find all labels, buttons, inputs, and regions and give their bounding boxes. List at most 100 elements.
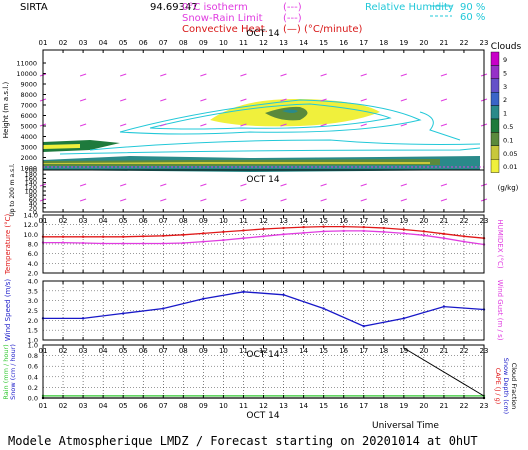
wind-barb (240, 183, 247, 187)
data-point (362, 229, 365, 233)
data-point (222, 230, 225, 234)
data-point (302, 225, 305, 229)
wind-barb (200, 183, 207, 187)
data-point (282, 233, 285, 236)
humidex-y-label: HUMIDEX (°C) (496, 219, 504, 268)
y-tick-label-rain: 0.4 (28, 373, 38, 381)
hour-tick-label-rain: 08 (179, 347, 188, 355)
legend-left-label: 0°C isotherm (182, 2, 248, 13)
hour-tick-label-temp: 15 (319, 217, 328, 225)
hour-tick-label-rain: 12 (259, 347, 268, 355)
wind-barb (400, 198, 407, 202)
humidity-contour (89, 139, 481, 151)
wind-y-label: Wind Speed (m/s) (4, 279, 12, 342)
cloud-fraction-line (403, 347, 485, 397)
wind-barb (320, 123, 327, 127)
hour-tick-label-bottom: 12 (259, 402, 268, 410)
data-point (222, 238, 225, 242)
cloud-area (43, 140, 120, 152)
hour-tick-label-top: 09 (199, 39, 208, 47)
hour-tick-label-bottom: 20 (419, 402, 428, 410)
colorbar-swatch (490, 78, 500, 93)
wind-barb (360, 198, 367, 202)
hour-tick-label-temp: 10 (219, 217, 228, 225)
data-point (462, 240, 466, 243)
hour-tick-label-rain: 09 (199, 347, 208, 355)
date-label-rain: OCT 14 (246, 350, 279, 360)
hour-tick-label-temp: 09 (199, 217, 208, 225)
wind-barb (120, 73, 127, 77)
hour-tick-label-bottom: 22 (459, 402, 468, 410)
wind-barb (360, 123, 367, 127)
cloud-area (282, 109, 298, 113)
hour-tick-label-bottom: 18 (379, 402, 388, 410)
hour-tick-label-top: 12 (259, 39, 268, 47)
cloud-y-tick: 60 (29, 196, 37, 204)
gust-y-label: Wind Gust (m / s) (496, 279, 504, 340)
legend-left-label: Snow-Rain Limit (182, 13, 263, 24)
cloud-fraction-y-label: Cloud Fraction (510, 363, 518, 410)
colorbar-swatch (490, 105, 500, 120)
hour-tick-label-rain: 03 (79, 347, 88, 355)
data-point (121, 312, 125, 315)
hour-tick-label-bottom: 10 (219, 402, 228, 410)
y-tick-label-rain: 0.0 (28, 395, 38, 403)
wind-barb (360, 98, 367, 102)
site-label: SIRTA (20, 2, 48, 13)
cloud-y-label-2: Up to 200 m a.s.l. (9, 163, 16, 216)
humidity-value-90: 90 % (460, 2, 485, 13)
rain-panel: 1.0 0.8 0.6 0.4 0.2 0.001 02 03 04 05 06 07 08 09 10 11… (2, 342, 518, 422)
data-point (422, 230, 426, 233)
y-tick-label-wind: 3.5 (28, 287, 38, 295)
hour-tick-label-top: 10 (219, 39, 228, 47)
hour-tick-label-temp: 11 (239, 217, 248, 225)
hour-tick-label-bottom: 15 (319, 402, 328, 410)
data-point (162, 234, 165, 237)
hour-tick-label-rain: 05 (119, 347, 128, 355)
hour-tick-label-top: 05 (119, 39, 128, 47)
hour-tick-label-temp: 03 (79, 217, 88, 225)
hour-tick-label-top: 08 (179, 39, 188, 47)
wind-barb (240, 123, 247, 127)
legend-left-sample: (—) (°C/minute) (283, 24, 363, 35)
cloud-area (43, 162, 430, 164)
y-tick-label-rain: 0.8 (28, 352, 38, 360)
cloud-y-tick: 200 (25, 167, 37, 175)
wind-barb (200, 73, 207, 77)
data-point (121, 235, 125, 238)
hour-tick-label-bottom: 04 (99, 402, 108, 410)
hour-tick-label-rain: 19 (399, 347, 408, 355)
wind-barb (160, 123, 167, 127)
hour-tick-label-temp: 19 (399, 217, 408, 225)
data-point (262, 227, 265, 231)
data-point (242, 290, 245, 294)
data-point (61, 241, 65, 244)
legend-left-sample: (---) (283, 13, 302, 24)
humidity-contour (419, 111, 461, 141)
hour-tick-label-bottom: 07 (159, 402, 168, 410)
data-point (182, 241, 185, 245)
hour-tick-label-temp: 20 (419, 217, 428, 225)
wind-barb (79, 98, 87, 102)
hour-tick-label-rain: 18 (379, 347, 388, 355)
hour-tick-label-top: 23 (480, 39, 489, 47)
wind-barb (160, 73, 167, 77)
hour-tick-label-rain: 14 (299, 347, 308, 355)
hour-tick-label-temp: 17 (359, 217, 368, 225)
cloud-y-tick: 140 (25, 179, 37, 187)
cloud-y-tick: 6000 (20, 112, 37, 120)
footer-text: Modele Atmospherique LMDZ / Forecast sta… (8, 434, 478, 448)
wind-barb (320, 183, 327, 187)
wind-barb (200, 123, 207, 127)
colorbar-level-label: 0.05 (503, 150, 517, 158)
cloud-y-tick: 40 (29, 200, 37, 208)
colorbar-swatch (490, 65, 500, 80)
hour-tick-label-bottom: 19 (399, 402, 408, 410)
data-point (282, 226, 285, 230)
wind-barb (280, 198, 287, 202)
data-point (322, 230, 325, 233)
cloud-y-tick: 120 (25, 183, 37, 191)
y-tick-label-temp: 10.0 (24, 231, 38, 239)
hour-tick-label-temp: 14 (299, 217, 308, 225)
cloud-y-tick: 1000 (20, 165, 37, 173)
